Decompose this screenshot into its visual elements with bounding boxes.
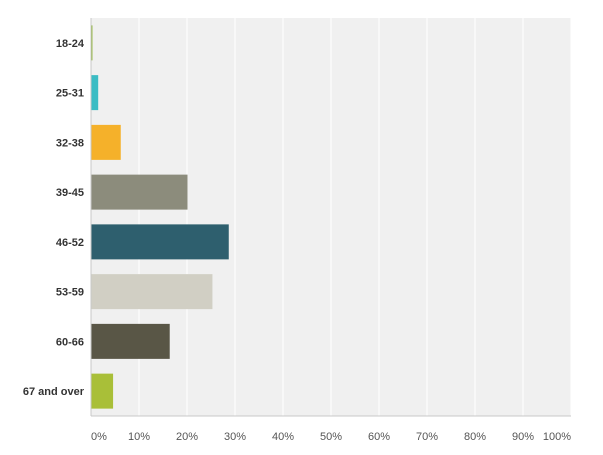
gridlines [138, 18, 572, 416]
bar-67-and-over [91, 373, 114, 409]
category-label: 53-59 [56, 287, 84, 299]
category-label: 60-66 [56, 336, 84, 348]
x-tick-label: 60% [368, 431, 390, 443]
category-label: 25-31 [56, 88, 84, 100]
x-tick-label: 80% [464, 431, 486, 443]
bar-46-52 [91, 224, 229, 260]
x-tick-label: 50% [320, 431, 342, 443]
bar-18-24 [91, 25, 93, 61]
bar-53-59 [91, 274, 213, 310]
category-label: 46-52 [56, 237, 84, 249]
bars [91, 25, 229, 409]
category-label: 32-38 [56, 137, 84, 149]
category-label: 39-45 [56, 187, 84, 199]
x-tick-label: 30% [224, 431, 246, 443]
category-labels: 18-24 25-31 32-38 39-45 46-52 53-59 60-66 67 an… [23, 38, 85, 398]
bar-39-45 [91, 174, 188, 210]
bar-60-66 [91, 323, 170, 359]
category-label: 67 and over [23, 386, 85, 398]
x-tick-label: 100% [543, 431, 571, 443]
x-tick-label: 0% [91, 431, 107, 443]
x-tick-label: 40% [272, 431, 294, 443]
x-tick-labels: 0% 10% 20% 30% 40% 50% 60% 70% 80% 90% 100% [91, 431, 571, 443]
category-label: 18-24 [56, 38, 85, 50]
x-tick-label: 20% [176, 431, 198, 443]
x-tick-label: 70% [416, 431, 438, 443]
bar-32-38 [91, 124, 121, 160]
x-tick-label: 90% [512, 431, 534, 443]
bar-25-31 [91, 75, 99, 111]
x-tick-label: 10% [128, 431, 150, 443]
